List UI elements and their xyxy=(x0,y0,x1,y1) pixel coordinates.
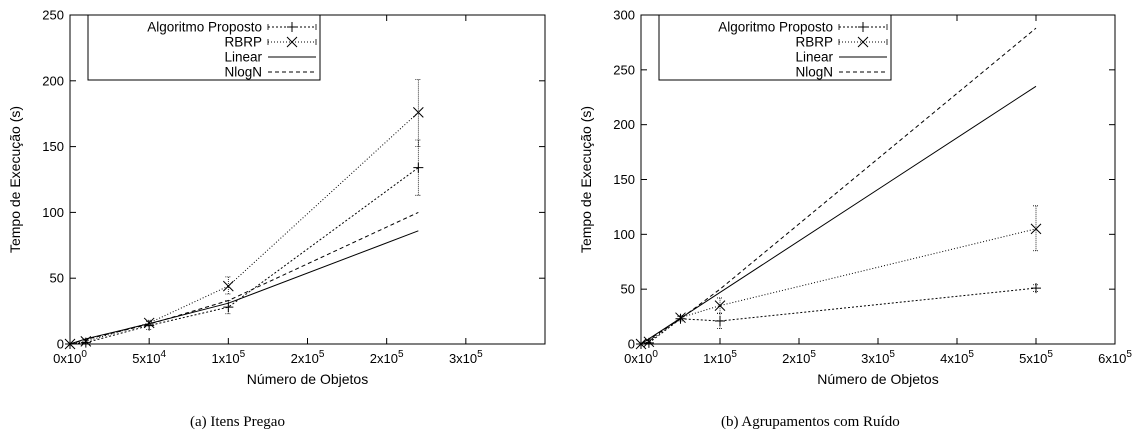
x-tick-label: 3x105 xyxy=(449,349,483,366)
data-point xyxy=(643,336,655,348)
y-axis-title: Tempo de Execução (s) xyxy=(7,106,23,253)
legend-label: NlogN xyxy=(224,65,262,80)
chart-itens-pregao: 0 50 100 150 200 250 0x100 5x104 1x105 2x105 2x105… xyxy=(7,8,546,430)
x-tick-label: 3x105 xyxy=(861,349,895,366)
x-axis-title: Número de Objetos xyxy=(817,371,938,387)
series-linear xyxy=(69,230,419,345)
y-tick-label: 250 xyxy=(42,8,64,23)
series-line xyxy=(640,287,1037,345)
legend-label: Linear xyxy=(795,50,833,65)
y-tick-label: 0 xyxy=(57,337,64,352)
data-point xyxy=(412,107,424,118)
series-line xyxy=(69,112,419,345)
series-line xyxy=(69,230,419,345)
data-point xyxy=(714,300,726,311)
x-tick-label: 0x100 xyxy=(53,349,87,366)
error-bar xyxy=(415,79,422,147)
x-tick-label: 2x105 xyxy=(782,349,816,366)
y-tick-label: 100 xyxy=(613,227,635,242)
data-point xyxy=(222,280,234,292)
chart-caption: (a) Itens Pregao xyxy=(190,414,285,430)
series-line xyxy=(640,85,1037,345)
x-tick-label: 1x105 xyxy=(211,349,245,366)
legend-errorbar-cap xyxy=(838,39,888,45)
legend-label: Algoritmo Proposto xyxy=(718,20,833,35)
chart-agrupamentos-com-ruido: 0 50 100 150 200 250 300 0x100 1x105 2x105 3x105 4x… xyxy=(578,8,1132,431)
x-tick-label: 5x105 xyxy=(1019,349,1053,366)
series-rbrp xyxy=(635,205,1042,350)
y-axis-title: Tempo de Execução (s) xyxy=(578,106,594,253)
error-bar xyxy=(717,297,723,314)
legend-marker xyxy=(857,36,869,48)
legend-marker xyxy=(287,22,297,32)
legend-errorbar-cap xyxy=(267,39,317,45)
series-rbrp xyxy=(64,79,424,350)
data-point xyxy=(1030,223,1042,235)
data-point xyxy=(143,317,155,329)
series-nlogn xyxy=(640,27,1037,345)
legend-label: RBRP xyxy=(224,35,262,50)
legend-label: Algoritmo Proposto xyxy=(147,20,262,35)
data-point xyxy=(223,302,234,313)
x-tick-label: 6x105 xyxy=(1098,349,1132,366)
x-tick-label: 2x105 xyxy=(291,349,325,366)
y-tick-label: 250 xyxy=(613,62,635,77)
y-tick-label: 0 xyxy=(628,337,635,352)
y-tick-label: 300 xyxy=(613,8,635,23)
series-line xyxy=(640,27,1037,345)
legend-marker xyxy=(858,22,868,32)
y-tick-label: 150 xyxy=(42,139,64,154)
y-tick-label: 150 xyxy=(613,172,635,187)
x-tick-label: 5x104 xyxy=(132,349,166,366)
series-nlogn xyxy=(69,211,419,345)
x-tick-label: 0x100 xyxy=(624,349,658,366)
y-tick-label: 100 xyxy=(42,205,64,220)
series-algoritmo-proposto xyxy=(636,283,1041,349)
chart-caption: (b) Agrupamentos com Ruído xyxy=(721,414,900,430)
series-line xyxy=(69,167,419,345)
y-tick-label: 50 xyxy=(621,282,635,297)
legend-label: RBRP xyxy=(795,35,833,50)
legend-label: Linear xyxy=(224,50,262,65)
legend-errorbar-cap xyxy=(838,24,888,30)
data-point xyxy=(413,162,424,173)
series-algoritmo-proposto xyxy=(65,139,424,349)
data-point xyxy=(1031,283,1041,294)
legend-box xyxy=(87,14,321,81)
x-tick-label: 2x105 xyxy=(370,349,404,366)
legend-marker xyxy=(286,36,298,48)
data-point xyxy=(715,315,725,326)
series-line xyxy=(69,211,419,345)
y-tick-label: 200 xyxy=(613,117,635,132)
legend-label: NlogN xyxy=(795,65,833,80)
x-tick-label: 1x105 xyxy=(703,349,737,366)
y-tick-label: 50 xyxy=(50,271,64,286)
legend-errorbar-cap xyxy=(267,24,317,30)
x-tick-label: 4x105 xyxy=(940,349,974,366)
legend-box xyxy=(658,14,892,81)
series-linear xyxy=(640,85,1037,345)
series-line xyxy=(640,228,1037,345)
y-tick-label: 200 xyxy=(42,73,64,88)
x-axis-title: Número de Objetos xyxy=(247,371,368,387)
